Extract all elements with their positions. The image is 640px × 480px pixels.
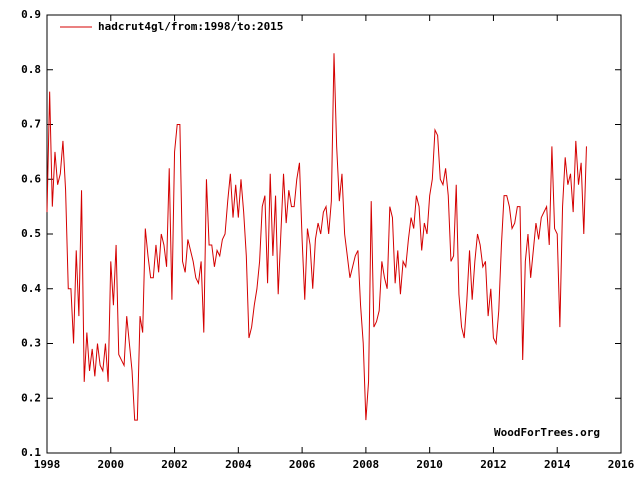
y-tick-label: 0.5 xyxy=(21,227,41,240)
x-tick-label: 2006 xyxy=(289,458,316,471)
x-tick-label: 2010 xyxy=(416,458,443,471)
y-tick-label: 0.8 xyxy=(21,63,41,76)
x-tick-label: 2002 xyxy=(161,458,188,471)
legend-label: hadcrut4gl/from:1998/to:2015 xyxy=(98,20,283,33)
y-tick-label: 0.6 xyxy=(21,172,41,185)
x-tick-label: 1998 xyxy=(34,458,61,471)
x-tick-label: 2000 xyxy=(98,458,125,471)
data-line xyxy=(46,53,587,421)
x-tick-label: 2004 xyxy=(225,458,252,471)
x-tick-label: 2014 xyxy=(544,458,571,471)
x-tick-label: 2012 xyxy=(480,458,507,471)
annotation: WoodForTrees.org xyxy=(494,426,600,439)
y-tick-label: 0.4 xyxy=(21,282,41,295)
x-tick-label: 2016 xyxy=(608,458,635,471)
y-tick-label: 0.2 xyxy=(21,391,41,404)
y-tick-label: 0.3 xyxy=(21,337,41,350)
y-tick-label: 0.9 xyxy=(21,8,41,21)
y-tick-label: 0.7 xyxy=(21,118,41,131)
x-tick-label: 2008 xyxy=(353,458,380,471)
y-tick-label: 0.1 xyxy=(21,446,41,459)
